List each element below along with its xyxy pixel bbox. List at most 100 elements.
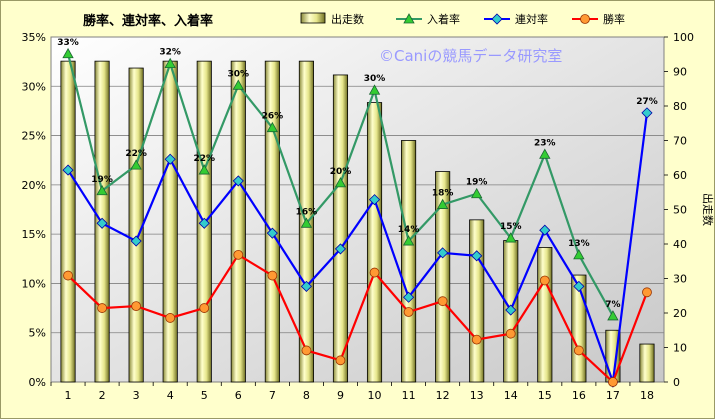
plot-area xyxy=(50,36,665,383)
x-tick-label: 8 xyxy=(303,389,310,402)
x-tick-label: 13 xyxy=(470,389,484,402)
series-point xyxy=(199,303,210,313)
legend-label: 出走数 xyxy=(331,12,364,26)
series-point xyxy=(437,296,448,307)
left-tick-label: 5% xyxy=(29,327,46,340)
data-label: 16% xyxy=(296,207,318,217)
series-point xyxy=(62,164,74,176)
x-tick-label: 3 xyxy=(133,389,140,402)
series-point xyxy=(130,235,142,247)
series-point xyxy=(334,243,347,255)
legend-label: 連対率 xyxy=(515,12,548,26)
data-label: 18% xyxy=(432,189,454,199)
data-label: 27% xyxy=(636,97,658,107)
x-tick-label: 6 xyxy=(235,389,242,402)
left-tick-label: 20% xyxy=(22,179,46,192)
data-label: 15% xyxy=(500,222,522,232)
series-point xyxy=(96,217,108,229)
data-label: 33% xyxy=(57,38,79,48)
series-point xyxy=(96,184,108,196)
x-tick-label: 15 xyxy=(538,389,552,402)
data-label: 19% xyxy=(91,175,113,185)
data-label: 32% xyxy=(159,48,181,58)
data-label: 26% xyxy=(262,112,284,122)
series-point xyxy=(368,194,381,206)
series-point xyxy=(266,227,278,239)
right-tick-label: 50 xyxy=(673,204,687,217)
bar xyxy=(162,60,178,383)
series-line xyxy=(67,112,649,383)
bar xyxy=(469,219,485,383)
series-point xyxy=(301,345,312,356)
series-point xyxy=(505,328,516,339)
series-point xyxy=(164,57,176,69)
series-point xyxy=(436,198,449,209)
data-label: 13% xyxy=(568,239,590,249)
series-point xyxy=(471,250,483,262)
right-axis-label: 出走数 xyxy=(701,193,714,226)
right-tick-label: 40 xyxy=(673,238,687,251)
x-tick-label: 16 xyxy=(572,389,586,402)
series-point xyxy=(335,355,346,366)
right-tick-label: 60 xyxy=(673,169,687,182)
right-tick-label: 20 xyxy=(673,307,687,320)
data-label: 14% xyxy=(398,225,420,235)
x-tick-label: 4 xyxy=(167,389,174,402)
series-point xyxy=(164,153,176,165)
data-label: 22% xyxy=(125,149,147,159)
bar xyxy=(60,60,76,383)
x-tick-label: 18 xyxy=(640,389,654,402)
series-point xyxy=(165,313,176,323)
series-point xyxy=(63,270,73,281)
x-tick-label: 11 xyxy=(402,389,416,402)
series-point xyxy=(198,164,210,175)
legend-marker xyxy=(580,14,590,24)
data-label: 19% xyxy=(466,178,488,188)
series-point xyxy=(300,280,312,292)
data-label: 30% xyxy=(364,74,386,84)
left-tick-label: 35% xyxy=(22,31,46,44)
series-point xyxy=(641,107,653,119)
x-tick-label: 12 xyxy=(436,389,450,402)
series-point xyxy=(403,291,415,303)
bar xyxy=(366,102,383,383)
bar xyxy=(537,247,553,383)
series-point xyxy=(300,217,313,228)
right-tick-label: 70 xyxy=(673,135,687,148)
right-tick-label: 80 xyxy=(673,100,687,113)
series-point xyxy=(539,275,550,286)
x-tick-label: 9 xyxy=(337,389,344,402)
series-point xyxy=(233,249,244,260)
left-tick-label: 25% xyxy=(22,130,46,143)
bar xyxy=(230,60,246,383)
right-tick-label: 90 xyxy=(673,66,687,79)
data-label: 30% xyxy=(228,69,250,79)
x-tick-label: 17 xyxy=(606,389,620,402)
series-point xyxy=(505,304,517,316)
right-tick-label: 10 xyxy=(673,342,687,355)
bar xyxy=(128,67,144,383)
series-point xyxy=(471,187,483,199)
series-point xyxy=(130,159,142,170)
series-point xyxy=(97,303,107,313)
series-point xyxy=(471,334,482,345)
left-tick-label: 30% xyxy=(22,80,46,93)
series-point xyxy=(403,307,414,317)
data-label: 20% xyxy=(330,167,352,177)
bar xyxy=(264,60,280,383)
series-point xyxy=(539,224,551,236)
series-point xyxy=(62,47,74,59)
legend-label: 入着率 xyxy=(427,12,460,26)
x-tick-label: 14 xyxy=(504,389,518,402)
watermark: ©Caniの競馬データ研究室 xyxy=(379,47,562,65)
series-point xyxy=(232,79,244,90)
series-point xyxy=(267,270,278,281)
series-point xyxy=(131,301,142,312)
series-point xyxy=(608,377,618,387)
series-line xyxy=(67,253,649,384)
legend-marker xyxy=(403,13,415,24)
series-point xyxy=(573,249,585,260)
x-tick-label: 2 xyxy=(99,389,106,402)
right-tick-label: 0 xyxy=(673,376,680,389)
